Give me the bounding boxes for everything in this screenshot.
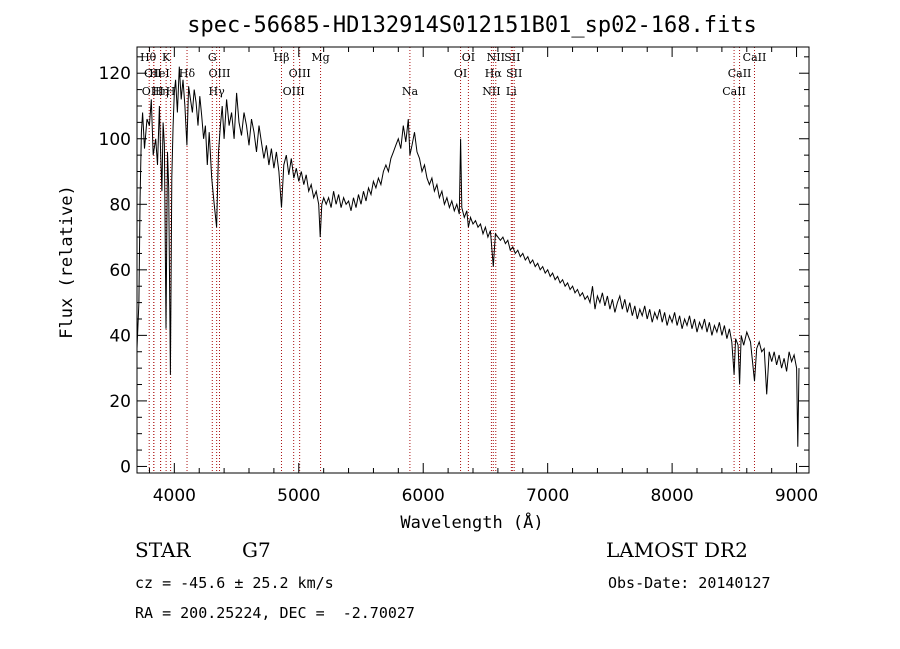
line-label: Na [402,85,419,98]
line-label: OIII [283,85,305,98]
object-subclass: G7 [242,538,271,562]
y-tick-label: 80 [109,195,131,215]
line-label: Hη [153,85,169,98]
line-label: SII [504,51,520,64]
line-label: OIII [142,85,164,98]
coordinates: RA = 200.25224, DEC = -2.70027 [135,604,415,622]
line-label: CaII [728,67,752,80]
redshift-value: cz = -45.6 ± 25.2 km/s [135,574,334,592]
line-label: OI [454,67,467,80]
chart-title: spec-56685-HD132914S012151B01_sp02-168.f… [187,13,757,38]
line-label: K [162,51,171,64]
line-label: H [166,85,176,98]
line-labels: HθOIIOIIIHeIHηKHHδGHγOIIIHβOIIIOIIIMgNaO… [140,51,766,98]
x-tick-label: 5000 [277,486,320,506]
observation-date: Obs-Date: 20140127 [608,574,771,592]
y-tick-label: 20 [109,392,131,412]
line-label: G [208,51,217,64]
line-label: Hβ [274,51,290,64]
x-tick-label: 8000 [650,486,693,506]
line-label: OIII [208,67,230,80]
object-class: STAR [135,538,191,562]
y-tick-label: 60 [109,261,131,281]
line-label: OIII [289,67,311,80]
line-label: CaII [722,85,746,98]
line-label: Hα [485,67,503,80]
line-markers [148,47,755,473]
y-axis-title: Flux (relative) [57,185,77,339]
line-label: Hθ [140,51,157,64]
line-label: HeI [149,67,169,80]
line-label: SII [506,67,522,80]
spectrum-line [136,66,800,447]
y-tick-label: 120 [99,64,131,84]
line-label: Li [506,85,517,98]
y-tick-label: 40 [109,326,131,346]
line-label: CaII [743,51,767,64]
y-tick-label: 100 [99,130,131,150]
line-label: NII [482,85,500,98]
line-label: Hγ [209,85,226,98]
x-tick-label: 4000 [153,486,196,506]
x-tick-label: 9000 [775,486,818,506]
line-label: OII [144,67,162,80]
y-tick-label: 0 [120,457,131,477]
survey-name: LAMOST DR2 [606,538,748,562]
axis-ticks: 4000 5000 6000 7000 8000 9000 0 20 40 60 80 100 120 [99,47,818,506]
x-axis-title: Wavelength (Å) [400,511,543,533]
x-tick-label: 7000 [526,486,569,506]
line-label: NII [487,51,505,64]
line-label: OI [462,51,475,64]
line-label: Mg [311,51,329,64]
x-tick-label: 6000 [402,486,445,506]
line-label: Hδ [179,67,196,80]
